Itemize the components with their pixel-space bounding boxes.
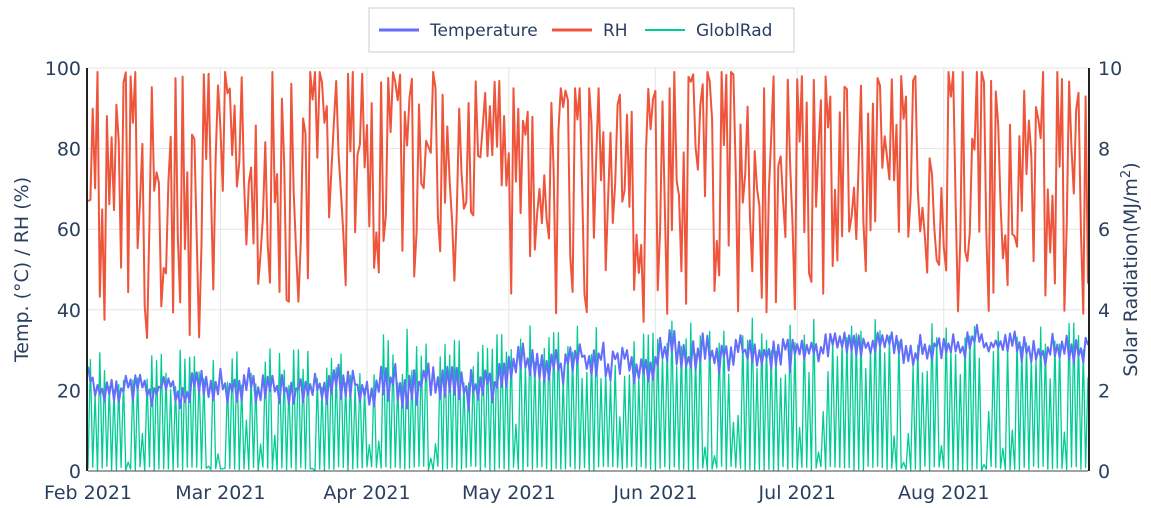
x-tick-label: Jul 2021 xyxy=(758,482,836,504)
y-right-tick-label: 8 xyxy=(1098,139,1110,161)
legend-label-globlrad: GloblRad xyxy=(696,21,772,41)
x-tick-label: Apr 2021 xyxy=(323,482,410,504)
x-tick-label: Mar 2021 xyxy=(175,482,265,504)
x-tick-label: May 2021 xyxy=(462,482,556,504)
y-left-tick-label: 60 xyxy=(57,219,81,241)
series-layer xyxy=(87,71,1089,472)
y-axis-left-title: Temp. (°C) / RH (%) xyxy=(11,177,33,363)
y-left-tick-label: 100 xyxy=(45,58,81,80)
x-tick-label: Feb 2021 xyxy=(44,482,132,504)
y-left-tick-label: 20 xyxy=(57,380,81,402)
axes xyxy=(86,68,1090,472)
legend-label-rh: RH xyxy=(603,21,628,41)
y-right-tick-label: 2 xyxy=(1098,380,1110,402)
legend-label-temperature: Temperature xyxy=(429,21,538,41)
y-right-tick-label: 0 xyxy=(1098,461,1110,483)
legend[interactable]: Temperature RH GloblRad xyxy=(368,7,795,53)
x-tick-label: Jun 2021 xyxy=(612,482,697,504)
ticks: 0 20 40 60 80 100 0 2 4 6 8 10 Feb 2021 Mar 2021 Apr 2… xyxy=(44,58,1122,504)
y-left-tick-label: 0 xyxy=(69,461,81,483)
x-tick-label: Aug 2021 xyxy=(898,482,990,504)
y-left-tick-label: 40 xyxy=(57,300,81,322)
y-right-tick-label: 10 xyxy=(1098,58,1122,80)
y-right-tick-label: 4 xyxy=(1098,300,1110,322)
y-right-tick-label: 6 xyxy=(1098,219,1110,241)
series-line-temperature xyxy=(87,323,1089,412)
y-left-tick-label: 80 xyxy=(57,139,81,161)
series-line-rh xyxy=(87,71,1089,339)
series-line-globlrad xyxy=(87,317,1089,472)
y-axis-right-title: Solar Radiation(MJ/m2) xyxy=(1119,162,1143,376)
